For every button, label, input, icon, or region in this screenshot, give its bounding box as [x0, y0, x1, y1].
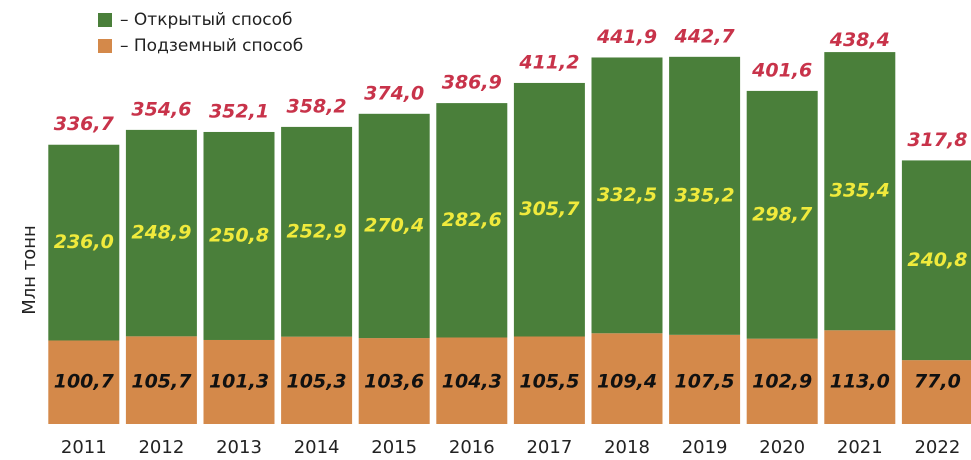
x-tick-label: 2011: [61, 437, 107, 458]
bar-segment: [591, 57, 663, 334]
total-label: 386,9: [442, 72, 502, 94]
bar-segment: [125, 129, 197, 337]
total-label: 352,1: [209, 100, 269, 122]
legend-swatch: [98, 39, 112, 53]
bar-segment: [48, 340, 120, 424]
total-label: 358,2: [287, 95, 347, 117]
bar-segment: [746, 90, 818, 339]
total-label: 317,8: [907, 129, 967, 151]
bar-segment: [281, 336, 353, 424]
value-label: 105,3: [287, 371, 347, 393]
x-tick-label: 2019: [682, 437, 728, 458]
legend-label: – Открытый способ: [120, 10, 293, 30]
bar-segment: [281, 126, 353, 337]
x-tick-label: 2022: [914, 437, 960, 458]
bar-segment: [824, 52, 896, 331]
x-tick-label: 2012: [138, 437, 184, 458]
value-label: 335,4: [830, 180, 890, 202]
value-label: 107,5: [675, 371, 735, 393]
value-label: 113,0: [830, 371, 890, 393]
value-label: 77,0: [914, 371, 961, 393]
bar-segment: [436, 337, 508, 424]
x-tick-label: 2016: [449, 437, 495, 458]
value-label: 248,9: [131, 222, 191, 244]
total-label: 401,6: [751, 59, 812, 81]
total-label: 438,4: [829, 29, 890, 51]
value-label: 250,8: [209, 224, 269, 246]
bar-segment: [203, 339, 275, 424]
value-label: 103,6: [364, 371, 424, 393]
bar-segment: [125, 336, 197, 424]
x-tick-label: 2014: [294, 437, 340, 458]
bar-segment: [669, 56, 741, 335]
value-label: 252,9: [287, 220, 347, 242]
bar-segment: [669, 334, 741, 424]
value-label: 105,5: [519, 371, 579, 393]
bar-segment: [901, 160, 971, 361]
bar-segment: [203, 131, 275, 340]
value-label: 332,5: [597, 184, 657, 206]
total-label: 441,9: [596, 26, 657, 48]
bar-segment: [436, 103, 508, 338]
x-tick-label: 2013: [216, 437, 262, 458]
value-label: 105,7: [131, 371, 192, 393]
x-tick-label: 2020: [759, 437, 805, 458]
y-axis-label: Млн тонн: [19, 225, 40, 315]
value-label: 240,8: [907, 249, 967, 271]
value-label: 236,0: [54, 231, 114, 253]
value-label: 100,7: [54, 371, 115, 393]
bar-segment: [901, 360, 971, 424]
total-label: 374,0: [364, 82, 424, 104]
x-tick-label: 2015: [371, 437, 417, 458]
value-label: 104,3: [442, 371, 502, 393]
value-label: 101,3: [209, 371, 269, 393]
bar-segment: [513, 82, 585, 337]
bar-segment: [513, 336, 585, 424]
value-label: 298,7: [752, 203, 813, 225]
x-tick-label: 2018: [604, 437, 650, 458]
total-label: 354,6: [131, 98, 191, 120]
legend-label: – Подземный способ: [120, 36, 303, 56]
value-label: 270,4: [364, 214, 424, 236]
total-label: 442,7: [674, 25, 736, 47]
value-label: 282,6: [442, 209, 502, 231]
x-tick-label: 2017: [526, 437, 572, 458]
bar-segment: [824, 330, 896, 424]
x-tick-label: 2021: [837, 437, 883, 458]
bar-segment: [358, 338, 430, 424]
bar-segment: [48, 144, 120, 341]
value-label: 102,9: [752, 371, 812, 393]
legend-swatch: [98, 13, 112, 27]
bar-segment: [746, 338, 818, 424]
total-label: 336,7: [54, 113, 115, 135]
bar-segment: [358, 113, 430, 339]
total-label: 411,2: [518, 51, 579, 73]
value-label: 335,2: [675, 184, 735, 206]
value-label: 109,4: [597, 371, 657, 393]
value-label: 305,7: [519, 198, 580, 220]
bar-segment: [591, 333, 663, 424]
